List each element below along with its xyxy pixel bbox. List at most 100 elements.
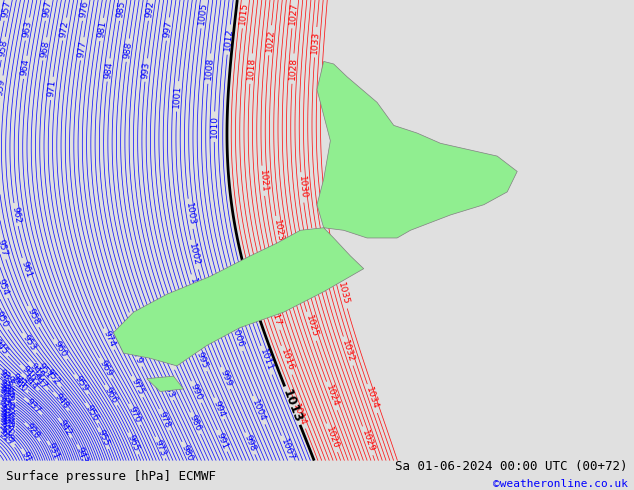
Text: 965: 965: [126, 434, 141, 453]
Text: 926: 926: [0, 404, 16, 422]
Text: 933: 933: [0, 386, 16, 404]
Text: 963: 963: [22, 20, 33, 38]
Text: 958: 958: [25, 307, 41, 326]
Polygon shape: [113, 228, 364, 366]
Text: 974: 974: [101, 329, 117, 349]
Text: 1013: 1013: [280, 387, 304, 424]
Text: 999: 999: [218, 368, 233, 388]
Text: 997: 997: [162, 20, 174, 38]
Text: 953: 953: [21, 334, 37, 353]
Text: 1014: 1014: [292, 402, 308, 427]
Text: 996: 996: [186, 318, 200, 337]
Text: 994: 994: [212, 399, 227, 418]
Text: 1012: 1012: [223, 28, 235, 51]
Text: 977: 977: [77, 40, 87, 58]
Text: 1022: 1022: [264, 28, 276, 52]
Text: 976: 976: [79, 0, 90, 19]
Text: 1004: 1004: [250, 398, 268, 422]
Text: 934: 934: [0, 383, 16, 401]
Text: 1011: 1011: [258, 348, 275, 372]
Text: 990: 990: [189, 382, 204, 402]
Text: 978: 978: [157, 410, 172, 429]
Text: 1029: 1029: [360, 429, 376, 453]
Text: 962: 962: [10, 205, 22, 224]
Text: 982: 982: [127, 314, 141, 333]
Text: 1019: 1019: [262, 253, 276, 277]
Text: 958: 958: [0, 39, 9, 58]
Text: 1009: 1009: [226, 277, 241, 302]
Text: 959: 959: [73, 374, 90, 394]
Text: 1006: 1006: [229, 324, 245, 349]
Text: 1032: 1032: [340, 339, 356, 363]
Text: 952: 952: [44, 368, 62, 387]
Text: 971: 971: [46, 79, 57, 98]
Text: 1021: 1021: [257, 169, 269, 193]
Text: 918: 918: [0, 426, 16, 444]
Text: 925: 925: [0, 407, 16, 425]
Text: 959: 959: [0, 78, 7, 96]
Text: 1024: 1024: [324, 384, 340, 408]
Text: 943: 943: [75, 446, 89, 465]
Text: 1027: 1027: [288, 1, 299, 25]
Text: 1010: 1010: [210, 115, 219, 138]
Text: 942: 942: [57, 418, 74, 437]
Text: 935: 935: [0, 380, 16, 398]
Text: 972: 972: [59, 20, 70, 38]
Text: 931: 931: [46, 441, 61, 461]
Text: 917: 917: [0, 429, 16, 448]
Text: 937: 937: [24, 396, 42, 415]
Text: 932: 932: [0, 389, 16, 406]
Text: 1007: 1007: [279, 438, 295, 463]
Text: 968: 968: [39, 40, 51, 58]
Text: 944: 944: [21, 373, 39, 391]
Text: 1025: 1025: [304, 314, 319, 339]
Text: 955: 955: [96, 428, 111, 448]
Text: 979: 979: [129, 346, 145, 366]
Text: 951: 951: [36, 362, 53, 381]
Text: 1031: 1031: [308, 231, 321, 255]
Text: 939: 939: [0, 368, 16, 386]
Text: 927: 927: [0, 402, 16, 419]
Text: 991: 991: [215, 431, 230, 450]
Text: 1034: 1034: [365, 386, 380, 411]
Text: 1008: 1008: [204, 57, 214, 80]
Text: 1002: 1002: [188, 243, 202, 267]
Text: 983: 983: [160, 380, 176, 399]
Text: 1000: 1000: [188, 277, 204, 301]
Text: 1028: 1028: [288, 57, 298, 80]
Polygon shape: [147, 376, 183, 392]
Text: 920: 920: [0, 420, 16, 439]
Text: 930: 930: [0, 394, 16, 412]
Text: 969: 969: [98, 359, 113, 378]
Text: 992: 992: [145, 0, 155, 18]
Text: 970: 970: [127, 405, 143, 424]
Text: 949: 949: [27, 361, 46, 380]
Text: 1017: 1017: [267, 303, 283, 328]
Text: 956: 956: [84, 403, 100, 422]
Text: 986: 986: [188, 414, 203, 433]
Text: 1015: 1015: [238, 1, 250, 25]
Text: 923: 923: [0, 412, 16, 430]
Text: 957: 957: [1, 0, 13, 19]
Text: 966: 966: [103, 385, 119, 405]
Text: 998: 998: [243, 434, 257, 453]
Text: 967: 967: [42, 0, 53, 19]
Text: 1020: 1020: [324, 425, 340, 450]
Text: 985: 985: [115, 0, 127, 19]
Text: 980: 980: [179, 443, 195, 463]
Polygon shape: [317, 61, 517, 238]
Text: ©weatheronline.co.uk: ©weatheronline.co.uk: [493, 479, 628, 489]
Text: 948: 948: [53, 392, 70, 411]
Text: 1016: 1016: [278, 348, 295, 372]
Text: 922: 922: [0, 415, 16, 433]
Text: 988: 988: [122, 41, 133, 59]
Text: 957: 957: [0, 239, 9, 258]
Text: 929: 929: [0, 396, 16, 414]
Text: 1026: 1026: [295, 269, 309, 294]
Text: 921: 921: [0, 417, 16, 436]
Text: 961: 961: [19, 260, 33, 279]
Text: 989: 989: [157, 317, 171, 336]
Text: 987: 987: [162, 349, 177, 368]
Text: 960: 960: [52, 340, 68, 359]
Text: 954: 954: [0, 277, 10, 297]
